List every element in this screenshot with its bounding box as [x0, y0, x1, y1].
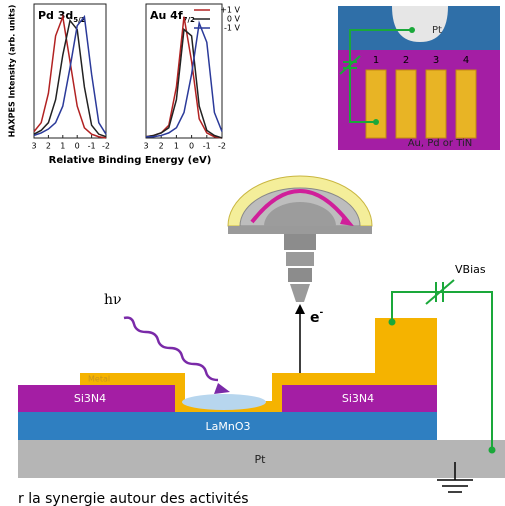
pillar-number: 4 — [463, 55, 469, 66]
pillar-number: 3 — [433, 55, 439, 66]
curve — [33, 18, 107, 138]
panel-title: Au 4f7/2 — [150, 9, 195, 24]
analyser — [227, 175, 373, 302]
arrowhead — [295, 304, 305, 314]
si3n4 — [282, 385, 437, 412]
pillar-number: 2 — [403, 55, 409, 66]
arrowhead — [214, 383, 230, 394]
pillar-material: Au, Pd or TiN — [408, 138, 473, 149]
e: e — [310, 310, 320, 326]
inner — [264, 202, 336, 226]
spot — [182, 394, 266, 410]
curve — [33, 14, 107, 137]
legend-label: -1 V — [224, 24, 241, 33]
legend-label: +1 V — [220, 6, 240, 15]
x-tick-label: 0 — [75, 142, 80, 151]
nozzle — [290, 284, 310, 302]
plot-frame — [33, 3, 107, 139]
arrowhead — [340, 214, 354, 226]
contact — [488, 446, 496, 454]
si3n4-label: Si3N4 — [342, 392, 374, 405]
wire — [349, 29, 412, 123]
metal-label: Metal — [88, 375, 110, 384]
photon — [123, 316, 219, 382]
contact — [388, 318, 396, 326]
title: Au 4f — [150, 9, 183, 22]
title: Pd 3d — [38, 9, 73, 22]
caption: r la synergie autour des activités — [18, 491, 249, 506]
x-tick-label: -2 — [218, 142, 226, 151]
contact — [409, 27, 415, 33]
si3n4 — [18, 385, 175, 412]
plot-frame — [145, 3, 223, 139]
contact — [373, 119, 379, 125]
pt-label: Pt — [432, 25, 442, 36]
x-tick-label: -2 — [102, 142, 110, 151]
x-tick-label: 1 — [60, 142, 65, 151]
y-axis-label: HAXPES Intensity (arb. units) — [8, 5, 17, 138]
x-tick-label: 2 — [159, 142, 164, 151]
lens — [284, 234, 316, 250]
lamno3-label: LaMnO3 — [206, 420, 251, 433]
sup: - — [320, 308, 324, 318]
x-tick-label: 0 — [189, 142, 194, 151]
device: Pt 1 2 3 4 Au, Pd or TiN — [338, 6, 500, 150]
x-tick-label: 3 — [143, 142, 148, 151]
x-axis-label: Relative Binding Energy (eV) — [49, 155, 212, 166]
si3n4-label: Si3N4 — [74, 392, 106, 405]
curve — [146, 20, 223, 138]
pt-electrode — [392, 6, 448, 42]
lens — [288, 268, 312, 282]
x-tick-label: -1 — [88, 142, 96, 151]
capacitor — [425, 279, 455, 305]
x-tick-label: 3 — [31, 142, 36, 151]
x-tick-label: 2 — [46, 142, 51, 151]
electron-path — [250, 189, 350, 224]
photon-label: hν — [104, 292, 122, 308]
pt-substrate — [18, 440, 505, 478]
electron-label: e- — [310, 308, 324, 327]
lamno3 — [18, 412, 437, 440]
capacitor — [339, 55, 361, 75]
curve — [33, 13, 107, 139]
pillar-number: 1 — [373, 55, 379, 66]
base — [228, 226, 372, 234]
pt-label: Pt — [255, 453, 267, 466]
panel-title: Pd 3d5/2 — [38, 9, 86, 24]
x-tick-label: 1 — [174, 142, 179, 151]
x-tick-label: -1 — [203, 142, 211, 151]
bias-label: VBias — [455, 263, 486, 276]
ground — [437, 462, 473, 493]
legend-label: 0 V — [227, 15, 241, 24]
lens — [286, 252, 314, 266]
title-sub: 7/2 — [183, 16, 195, 24]
title-sub: 5/2 — [73, 16, 85, 24]
curve — [145, 28, 223, 139]
